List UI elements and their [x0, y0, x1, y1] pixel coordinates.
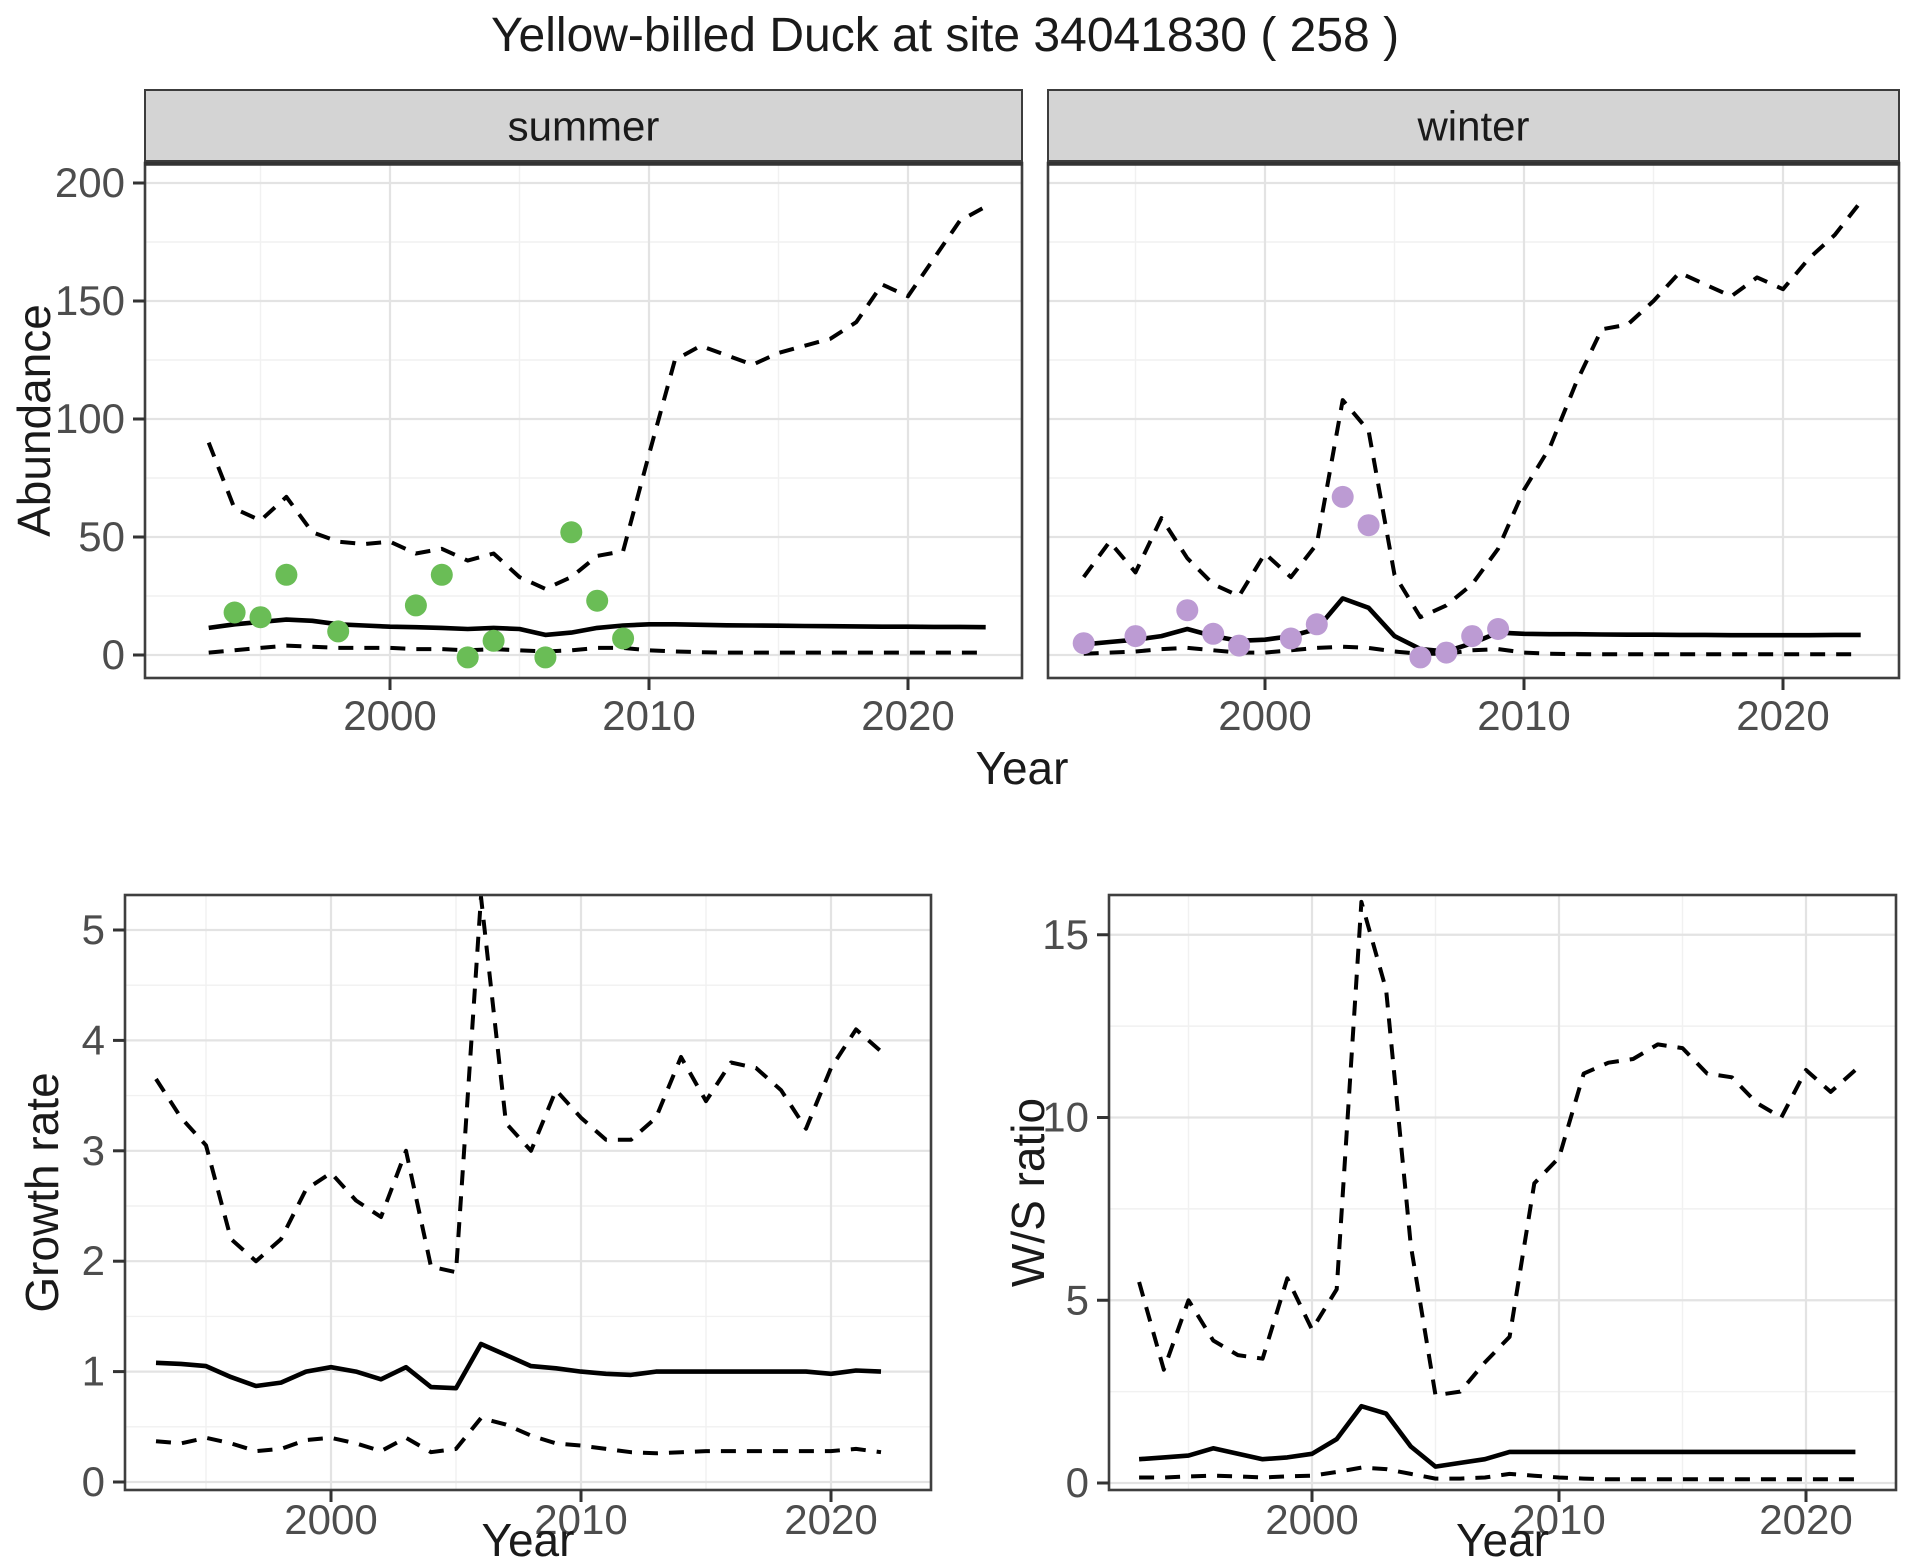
x-tick-label: 2000 [284, 1496, 377, 1543]
summer-observation-point [327, 620, 350, 643]
y-tick-label: 0 [1066, 1459, 1089, 1506]
summer-observation-point [430, 563, 453, 586]
x-tick-label: 2000 [343, 692, 436, 739]
growth-upper-interval-line [154, 894, 883, 1275]
summer-observation-point [456, 646, 479, 669]
growth-y-axis-title: Growth rate [16, 1072, 68, 1312]
y-tick-label: 4 [82, 1016, 105, 1063]
ws-x-axis-title: Year [1456, 1514, 1549, 1560]
panel-border [1107, 893, 1898, 1492]
abundance-y-axis: 0 50 100 150 200 [55, 159, 145, 678]
facet-strip-winter [1047, 89, 1900, 162]
x-tick-label: 2000 [1265, 1496, 1358, 1543]
summer-observation-point [482, 629, 505, 652]
winter-observation-point [1124, 625, 1147, 648]
x-tick-label: 2010 [602, 692, 695, 739]
ws-lower-interval-line [1139, 1465, 1856, 1482]
winter-observation-point [1176, 599, 1199, 622]
y-tick-label: 2 [82, 1237, 105, 1284]
summer-observation-point [560, 521, 583, 544]
facet-strip-summer [144, 89, 1023, 162]
growth-median-line [155, 1341, 882, 1391]
growth-x-axis-title: Year [482, 1514, 575, 1560]
y-tick-label: 0 [102, 631, 125, 678]
winter-observation-point [1409, 646, 1432, 669]
x-tick-label: 2020 [861, 692, 954, 739]
ws-upper-interval-line [1137, 899, 1857, 1398]
abundance-panel-winter-background [1048, 163, 1899, 678]
summer-observation-point [586, 589, 609, 612]
winter-observation-point [1305, 613, 1328, 636]
y-tick-label: 150 [55, 277, 125, 324]
winter-observation-point [1331, 485, 1354, 508]
ws-ratio-panel-background [1109, 895, 1896, 1490]
y-tick-label: 15 [1042, 911, 1089, 958]
winter-observation-point [1072, 632, 1095, 655]
abundance-panel-summer: summer 2000 2010 2020 [143, 89, 1024, 739]
winter-observation-point [1228, 634, 1251, 657]
winter-observation-point [1435, 641, 1458, 664]
y-tick-label: 5 [82, 906, 105, 953]
winter-observation-point [1461, 625, 1484, 648]
abundance-x-axis-title: Year [976, 742, 1069, 794]
winter-observation-point [1279, 627, 1302, 650]
x-tick-label: 2020 [784, 1496, 877, 1543]
summer-observation-point [223, 601, 246, 624]
summer-observation-point [612, 627, 635, 650]
x-tick-label: 2000 [1218, 692, 1311, 739]
summer-observation-point [275, 563, 298, 586]
y-tick-label: 100 [55, 395, 125, 442]
ws-median-line [1138, 1403, 1856, 1469]
y-tick-label: 1 [82, 1348, 105, 1395]
panel-border [123, 893, 933, 1492]
growth-rate-panel: 2000 2010 2020 0 1 2 3 4 5 Year Growth rate [16, 893, 933, 1560]
y-tick-label: 200 [55, 159, 125, 206]
y-tick-label: 5 [1066, 1276, 1089, 1323]
y-tick-label: 3 [82, 1127, 105, 1174]
y-tick-label: 50 [78, 513, 125, 560]
growth-rate-panel-background [125, 895, 931, 1490]
winter-observation-point [1487, 618, 1510, 640]
y-tick-label: 10 [1042, 1094, 1089, 1141]
x-tick-label: 2010 [1512, 1496, 1605, 1543]
ws-y-axis-title: W/S ratio [1002, 1098, 1054, 1287]
summer-observation-point [404, 594, 427, 617]
summer-observation-point [249, 606, 272, 629]
facet-strip-label-winter: winter [1416, 103, 1529, 150]
x-tick-label: 2020 [1759, 1496, 1852, 1543]
y-tick-label: 0 [82, 1458, 105, 1505]
winter-observation-point [1357, 514, 1380, 537]
growth-lower-interval-line [155, 1416, 882, 1456]
summer-upper-interval-line [206, 204, 987, 591]
abundance-y-axis-title: Abundance [8, 304, 60, 537]
summer-observation-point [534, 646, 557, 669]
abundance-panel-summer-background [145, 163, 1022, 678]
x-tick-label: 2020 [1736, 692, 1829, 739]
ws-ratio-panel: 2000 2010 2020 0 5 10 15 Year W/S ratio [1002, 893, 1898, 1560]
facet-strip-label-summer: summer [508, 103, 660, 150]
abundance-panel-winter: winter 2000 2010 2020 [1046, 89, 1901, 739]
figure-title: Yellow-billed Duck at site 34041830 ( 25… [490, 9, 1400, 62]
x-tick-label: 2010 [1477, 692, 1570, 739]
x-tick-label: 2010 [534, 1496, 627, 1543]
winter-observation-point [1202, 622, 1225, 645]
